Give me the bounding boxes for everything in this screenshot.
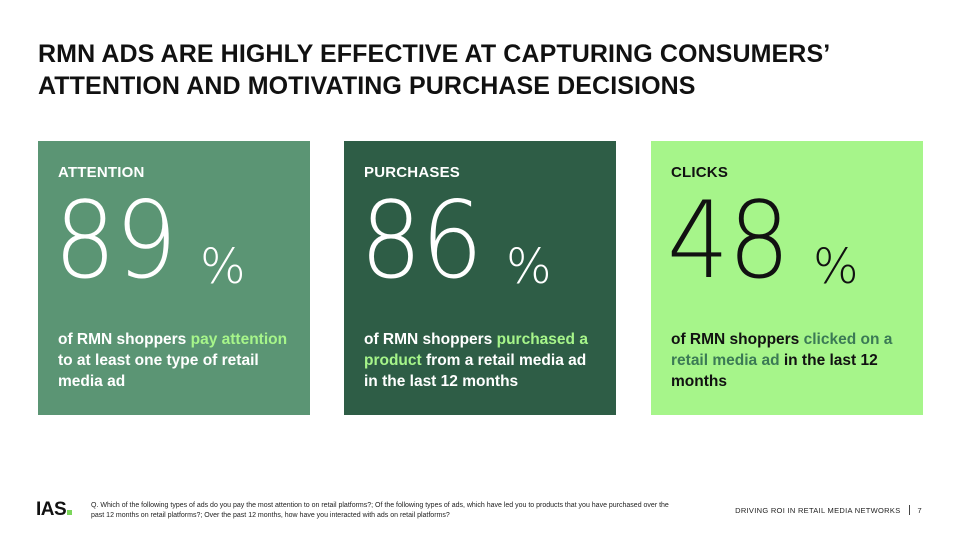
percent-sign: % xyxy=(506,239,552,295)
desc-highlight: clicked on a retail media ad xyxy=(671,331,893,369)
ias-logo: IAS xyxy=(36,499,73,521)
desc-part: of RMN shoppers xyxy=(671,331,804,348)
percent-sign: % xyxy=(813,239,859,295)
page-title: RMN ADS ARE HIGHLY EFFECTIVE AT CAPTURIN… xyxy=(38,38,918,102)
card-label: PURCHASES xyxy=(364,164,460,181)
desc-part: of RMN shoppers xyxy=(58,331,191,348)
stat-card-attention: ATTENTION 89 % of RMN shoppers pay atten… xyxy=(38,141,310,415)
page-title-line-2: ATTENTION AND MOTIVATING PURCHASE DECISI… xyxy=(38,72,696,100)
card-label: ATTENTION xyxy=(58,164,145,181)
stat-card-clicks: CLICKS 48 % of RMN shoppers clicked on a… xyxy=(651,141,923,415)
logo-dot-icon xyxy=(67,510,73,515)
footer-divider xyxy=(908,505,910,515)
stat-description: of RMN shoppers clicked on a retail medi… xyxy=(671,329,911,392)
card-label: CLICKS xyxy=(671,164,729,181)
footer-section-info: DRIVING ROI IN RETAIL MEDIA NETWORKS 7 xyxy=(735,505,922,515)
page-title-line-1: RMN ADS ARE HIGHLY EFFECTIVE AT CAPTURIN… xyxy=(38,40,831,68)
desc-highlight: purchased a product xyxy=(364,331,588,369)
stat-description: of RMN shoppers purchased a product from… xyxy=(364,329,604,392)
section-title: DRIVING ROI IN RETAIL MEDIA NETWORKS xyxy=(735,505,901,515)
stat-number: 86 xyxy=(360,179,483,302)
desc-part: in the last 12 months xyxy=(671,352,878,390)
stat-number: 89 xyxy=(54,179,177,302)
page-number: 7 xyxy=(917,505,922,515)
logo-text: IAS xyxy=(36,499,67,520)
percent-sign: % xyxy=(200,239,246,295)
desc-part: to at least one type of retail media ad xyxy=(58,352,259,390)
stat-value: 86 % xyxy=(360,181,596,301)
stat-value: 48 % xyxy=(667,181,903,301)
stat-description: of RMN shoppers pay attention to at leas… xyxy=(58,329,298,392)
desc-part: of RMN shoppers xyxy=(364,331,497,348)
desc-part: from a retail media ad in the last 12 mo… xyxy=(364,352,587,390)
stat-card-purchases: PURCHASES 86 % of RMN shoppers purchased… xyxy=(344,141,616,415)
stat-value: 89 % xyxy=(54,181,290,301)
survey-footnote: Q. Which of the following types of ads d… xyxy=(91,502,669,519)
stat-number: 48 xyxy=(667,179,790,302)
desc-highlight: pay attention xyxy=(190,331,288,348)
